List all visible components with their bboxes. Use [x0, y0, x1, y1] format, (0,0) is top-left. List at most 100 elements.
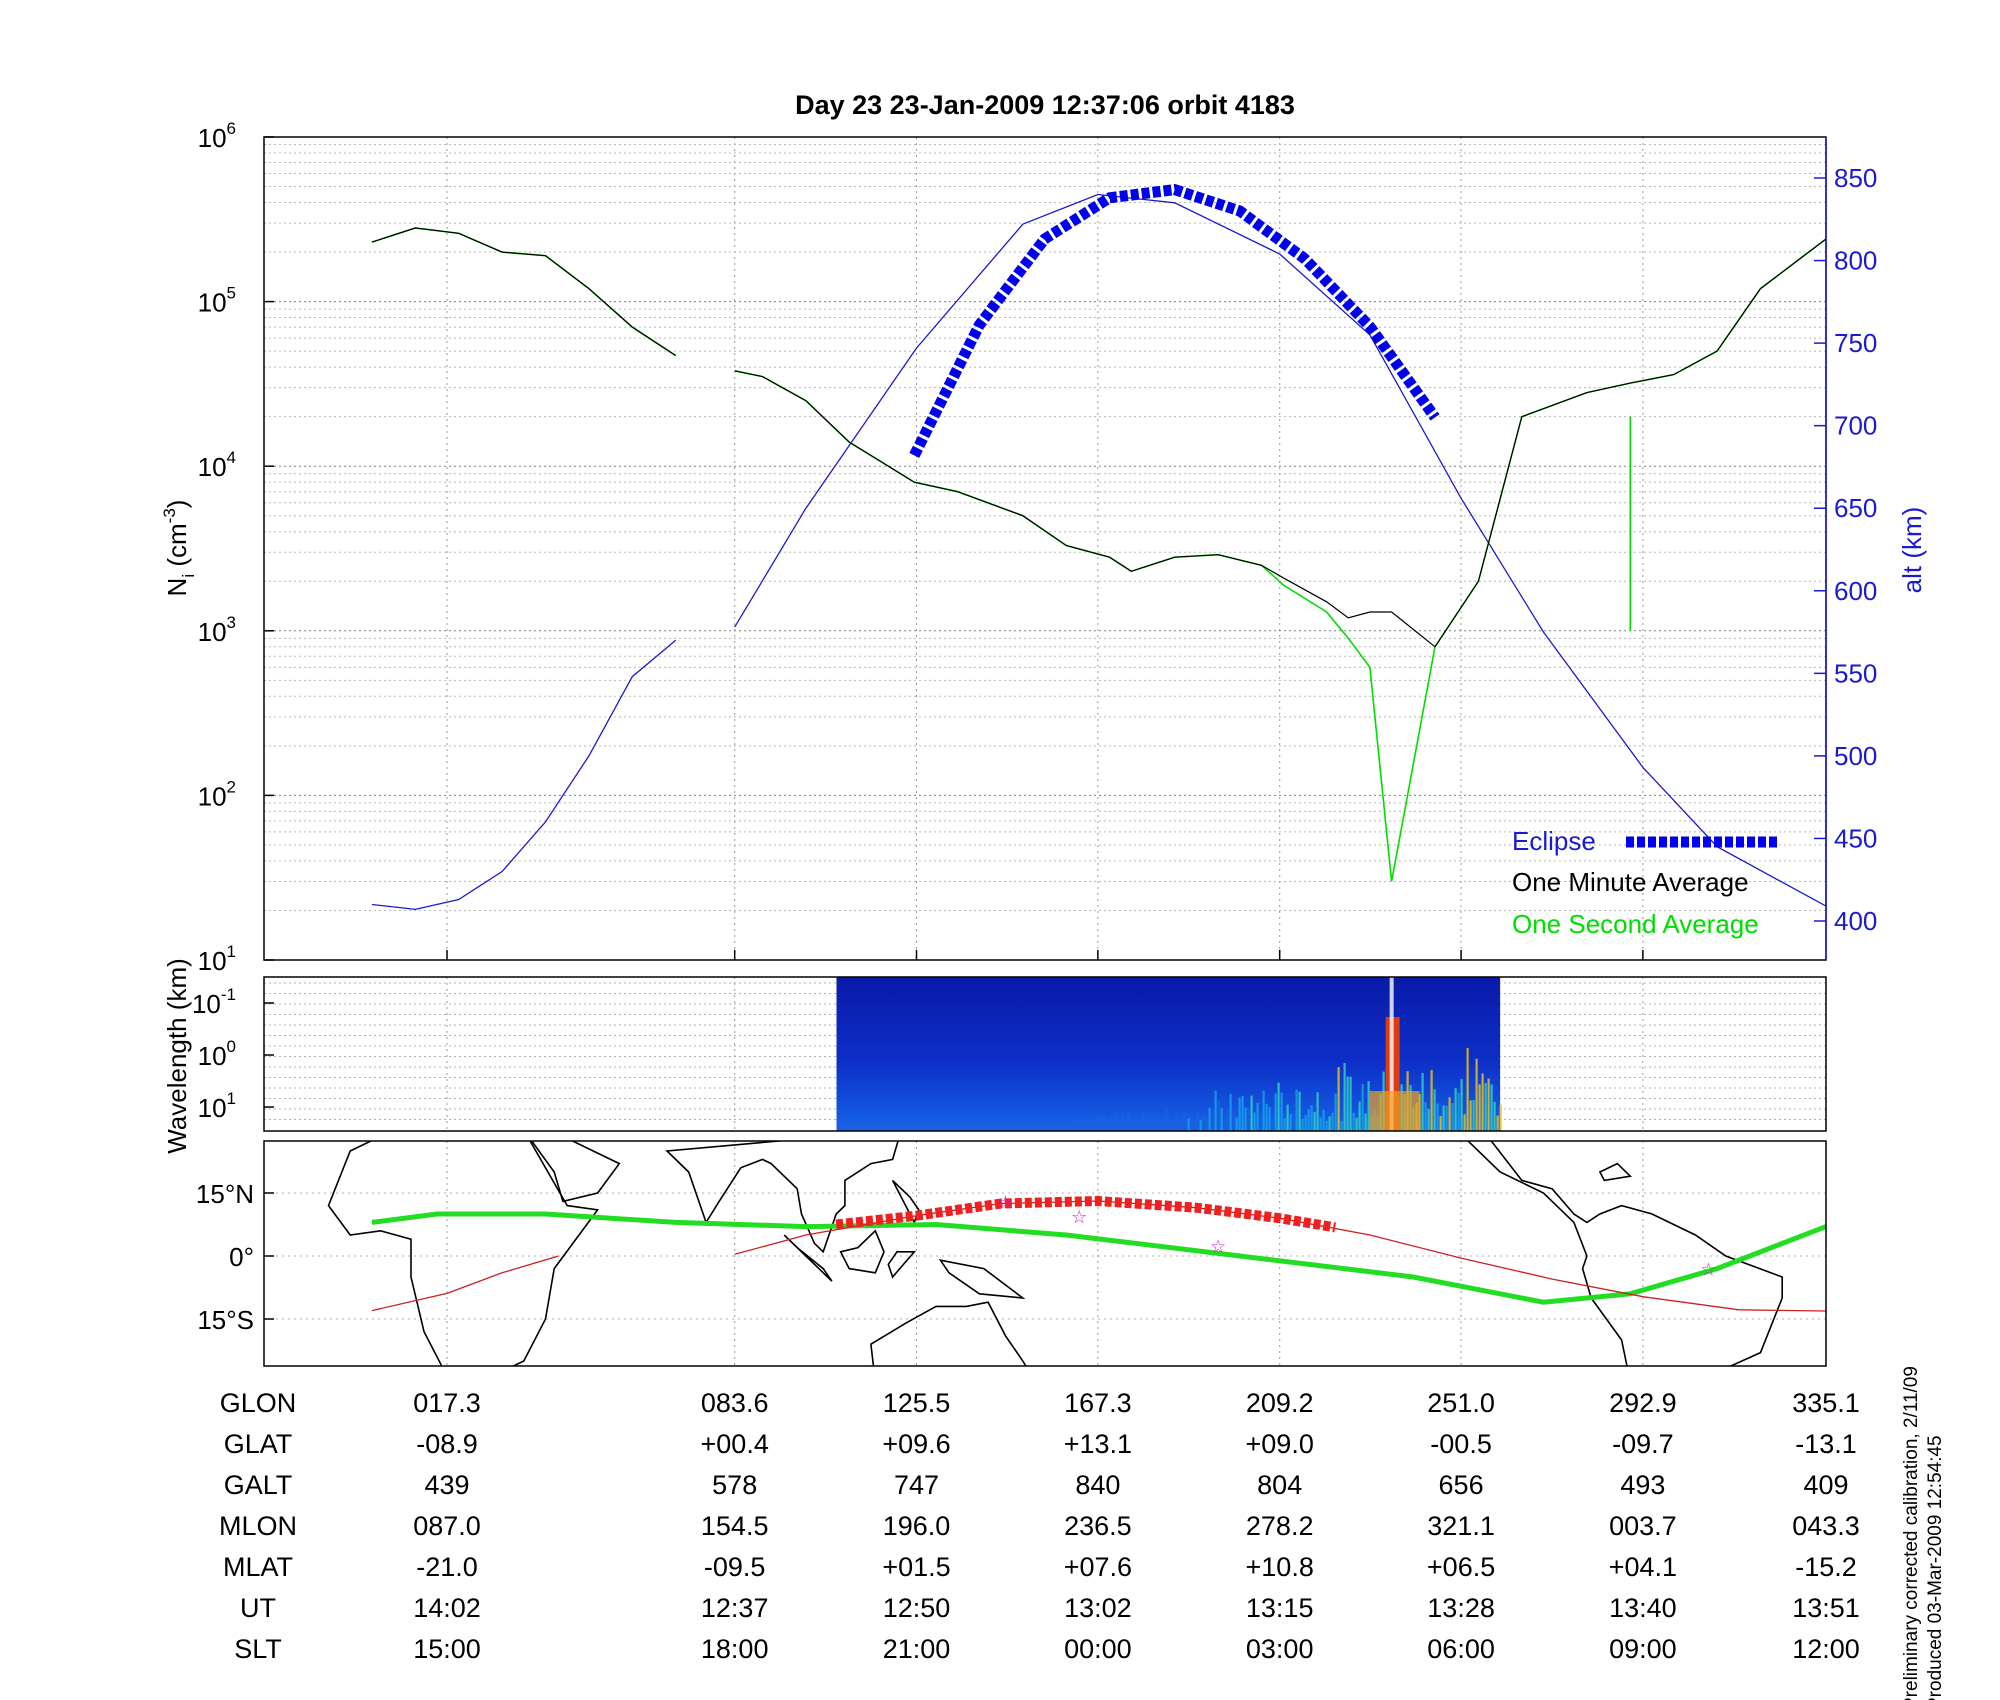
top-panel-grid — [264, 137, 1826, 961]
spectrogram-column — [890, 1121, 893, 1131]
table-cell: 00:00 — [1064, 1634, 1132, 1664]
table-row-label: MLON — [219, 1511, 297, 1541]
spectrogram-column — [863, 1121, 866, 1131]
spectrogram-column — [1007, 1121, 1010, 1131]
spectrogram-column — [1274, 1093, 1277, 1131]
spectrogram-warm — [1369, 1091, 1420, 1131]
spectrogram-column — [1205, 1116, 1208, 1131]
y2-tick-label: 600 — [1834, 576, 1877, 606]
spectrogram-column — [938, 1121, 941, 1131]
spectrogram-column — [1340, 1120, 1343, 1131]
spectro-tick-label: 100 — [198, 1037, 236, 1071]
table-cell: 409 — [1803, 1470, 1848, 1500]
spectrogram-column — [1211, 1109, 1214, 1131]
spectrogram-column — [842, 1121, 845, 1131]
spectrogram-column — [1145, 1118, 1148, 1131]
spectrogram-column — [1436, 1103, 1439, 1131]
spectrogram-spike — [1389, 977, 1394, 1131]
spectrogram-column — [1460, 1079, 1463, 1131]
table-cell: 21:00 — [883, 1634, 951, 1664]
spectrogram-column — [995, 1121, 998, 1131]
table-row-label: MLAT — [223, 1552, 293, 1582]
spectrogram-column — [1490, 1084, 1493, 1131]
spectrogram-column — [869, 1121, 872, 1131]
y-axis-left-ticks: 101 102 103 104 105 106 — [198, 119, 274, 976]
table-cell: 13:15 — [1246, 1593, 1314, 1623]
coastline — [783, 1234, 833, 1282]
spectrogram-column — [950, 1121, 953, 1131]
y-tick-label: 105 — [198, 284, 236, 318]
spectrogram-column — [1094, 1118, 1097, 1131]
y-tick-label: 103 — [198, 613, 236, 647]
coastline — [839, 1229, 885, 1274]
spectrogram-column — [917, 1121, 920, 1131]
spectrogram-column — [1112, 1117, 1115, 1131]
spectrogram-column — [1286, 1104, 1289, 1131]
spectrogram-column — [1106, 1120, 1109, 1131]
spectrogram-column — [866, 1121, 869, 1131]
spectrogram-column — [1493, 1101, 1496, 1131]
y-tick-label: 101 — [198, 942, 236, 976]
spectrogram-column — [1157, 1114, 1160, 1131]
spectrogram-column — [1103, 1115, 1106, 1131]
spectrogram-column — [1091, 1118, 1094, 1131]
spectrogram-column — [1478, 1084, 1481, 1131]
table-cell: 196.0 — [883, 1511, 951, 1541]
table-cell: 154.5 — [701, 1511, 769, 1541]
spectrogram-column — [1085, 1118, 1088, 1131]
y2-axis-label: alt (km) — [1897, 507, 1927, 594]
spectrogram-column — [1304, 1115, 1307, 1131]
spectrogram-column — [1058, 1121, 1061, 1131]
table-row-label: GLAT — [224, 1429, 293, 1459]
spectrogram-column — [1022, 1121, 1025, 1131]
table-cell: 747 — [894, 1470, 939, 1500]
spectrogram-column — [1430, 1070, 1433, 1131]
spectrogram-column — [926, 1121, 929, 1131]
spectrogram-image — [836, 977, 1502, 1131]
spectrogram-column — [896, 1121, 899, 1131]
map-tracks: ☆ ☆ ☆ ☆ — [371, 1192, 1826, 1312]
spectrogram-column — [884, 1121, 887, 1131]
table-cell: +04.1 — [1609, 1552, 1677, 1582]
spectrogram-column — [1433, 1089, 1436, 1131]
table-row-label: UT — [240, 1593, 276, 1623]
spectrogram-column — [1253, 1112, 1256, 1131]
map-lat-ticks: 15°N 0° 15°S — [196, 1179, 274, 1335]
spectrogram-column — [1238, 1097, 1241, 1131]
table-cell: 13:51 — [1792, 1593, 1860, 1623]
spectrogram-column — [1178, 1120, 1181, 1131]
spectrogram-column — [860, 1121, 863, 1131]
spectrogram-column — [1445, 1105, 1448, 1131]
spectrogram-column — [1025, 1121, 1028, 1131]
legend-eclipse-label: Eclipse — [1512, 826, 1596, 856]
y2-tick-label: 450 — [1834, 823, 1877, 853]
star-marker: ☆ — [997, 1192, 1013, 1213]
spectrogram-column — [1451, 1103, 1454, 1131]
table-cell: 13:40 — [1609, 1593, 1677, 1623]
table-cell: +01.5 — [882, 1552, 950, 1582]
table-cell: +07.6 — [1064, 1552, 1132, 1582]
legend-second-label: One Second Average — [1512, 909, 1759, 939]
table-cell: +06.5 — [1427, 1552, 1495, 1582]
spectrogram-column — [965, 1121, 968, 1131]
spectrogram-column — [1337, 1067, 1340, 1131]
table-cell: +13.1 — [1064, 1429, 1132, 1459]
spectrogram-column — [1043, 1121, 1046, 1131]
spectrogram-column — [1316, 1092, 1319, 1131]
spectrogram-column — [1298, 1091, 1301, 1131]
spectrogram-column — [947, 1121, 950, 1131]
spectrogram-column — [953, 1121, 956, 1131]
spectrogram-column — [845, 1121, 848, 1131]
spectrogram-column — [1061, 1121, 1064, 1131]
spectrogram-column — [1004, 1121, 1007, 1131]
spectrogram-column — [1256, 1102, 1259, 1131]
spectrogram-column — [1037, 1121, 1040, 1131]
table-cell: +10.8 — [1246, 1552, 1314, 1582]
spectrogram-column — [1421, 1073, 1424, 1131]
spectrogram-column — [980, 1121, 983, 1131]
spectrogram-column — [899, 1121, 902, 1131]
table-cell: 292.9 — [1609, 1388, 1677, 1418]
spectrogram-column — [1343, 1063, 1346, 1131]
star-marker: ☆ — [1210, 1237, 1226, 1258]
spectrogram-column — [881, 1121, 884, 1131]
